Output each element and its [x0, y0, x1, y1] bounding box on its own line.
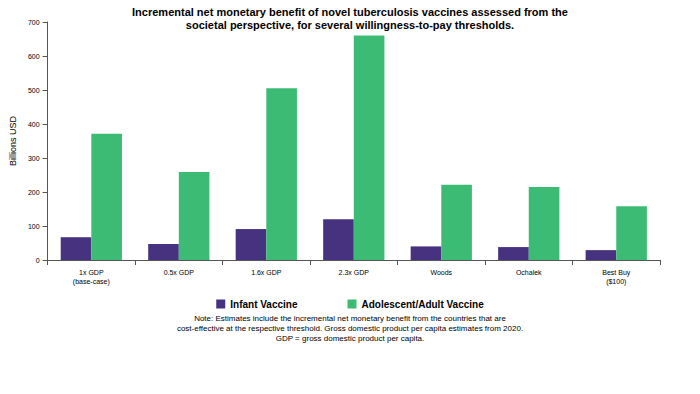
- svg-text:Best Buy: Best Buy: [602, 269, 631, 277]
- svg-text:1x GDP: 1x GDP: [79, 269, 104, 276]
- svg-text:700: 700: [28, 19, 40, 26]
- svg-text:2.3x GDP: 2.3x GDP: [339, 269, 370, 276]
- svg-text:100: 100: [28, 223, 40, 230]
- svg-text:Incremental net monetary benef: Incremental net monetary benefit of nove…: [132, 6, 568, 18]
- svg-text:400: 400: [28, 121, 40, 128]
- svg-text:cost-effective at the respecti: cost-effective at the respective thresho…: [177, 324, 523, 333]
- svg-text:200: 200: [28, 189, 40, 196]
- svg-text:Ochalek: Ochalek: [516, 269, 542, 276]
- svg-text:1.6x GDP: 1.6x GDP: [251, 269, 282, 276]
- svg-text:Infant Vaccine: Infant Vaccine: [230, 299, 298, 310]
- svg-text:0.5x GDP: 0.5x GDP: [164, 269, 195, 276]
- svg-text:GDP = gross domestic product p: GDP = gross domestic product per capita.: [276, 334, 425, 343]
- svg-text:Adolescent/Adult Vaccine: Adolescent/Adult Vaccine: [361, 299, 484, 310]
- svg-text:0: 0: [36, 257, 40, 264]
- svg-text:(base-case): (base-case): [73, 278, 110, 286]
- svg-text:societal perspective, for seve: societal perspective, for several willin…: [186, 19, 514, 31]
- svg-text:300: 300: [28, 155, 40, 162]
- svg-text:($100): ($100): [606, 278, 626, 286]
- svg-text:600: 600: [28, 53, 40, 60]
- svg-text:500: 500: [28, 87, 40, 94]
- svg-text:Note: Estimates include the in: Note: Estimates include the incremental …: [194, 314, 506, 323]
- svg-text:Woods: Woods: [430, 269, 452, 276]
- svg-text:Billions USD: Billions USD: [8, 115, 18, 166]
